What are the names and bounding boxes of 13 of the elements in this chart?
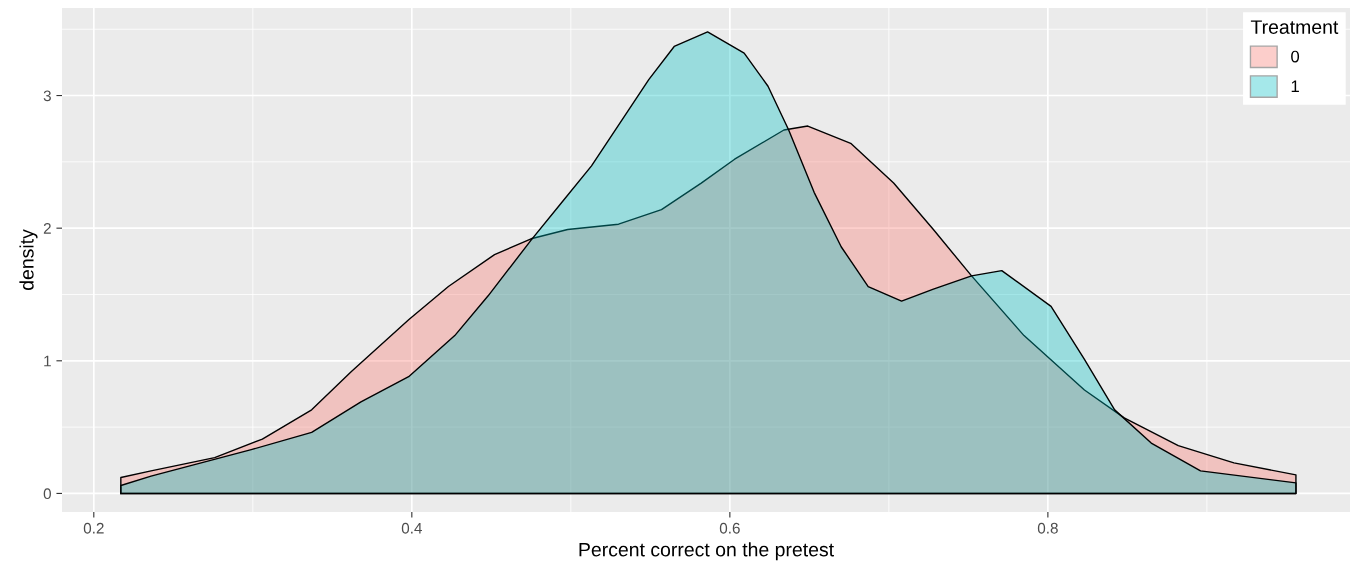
x-tick-label: 0.4 — [401, 522, 422, 534]
legend-label: 0 — [1291, 50, 1300, 63]
x-tick-label: 0.6 — [719, 522, 740, 534]
x-axis-title: Percent correct on the pretest — [579, 542, 834, 561]
legend-title: Treatment — [1250, 20, 1339, 34]
y-tick-label: 1 — [44, 355, 51, 367]
y-axis-title: density — [19, 229, 38, 290]
y-tick-label: 3 — [43, 90, 51, 102]
y-tick-label: 2 — [43, 223, 51, 234]
legend-label: 1 — [1291, 80, 1299, 93]
x-tick-label: 0.8 — [1037, 522, 1058, 534]
x-tick-label: 0.2 — [83, 522, 104, 534]
y-tick-label: 0 — [43, 488, 51, 500]
